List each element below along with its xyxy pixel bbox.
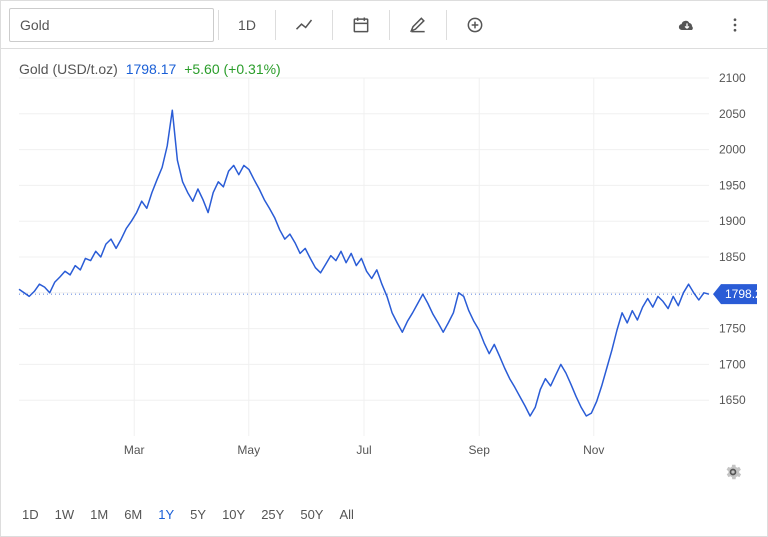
range-1y[interactable]: 1Y: [151, 503, 181, 526]
separator: [218, 10, 219, 40]
chart-settings-button[interactable]: [719, 458, 747, 486]
more-vertical-icon: [726, 16, 744, 34]
range-all[interactable]: All: [332, 503, 360, 526]
y-axis-label: 2000: [719, 143, 746, 157]
x-axis-label: Nov: [583, 443, 604, 457]
cloud-download-icon: [677, 15, 697, 35]
calendar-button[interactable]: [337, 1, 385, 49]
separator: [446, 10, 447, 40]
x-axis-label: Jul: [356, 443, 371, 457]
search-value: Gold: [20, 17, 50, 33]
more-button[interactable]: [711, 1, 759, 49]
range-1w[interactable]: 1W: [48, 503, 82, 526]
range-50y[interactable]: 50Y: [293, 503, 330, 526]
plus-circle-icon: [465, 15, 485, 35]
timeframe-button[interactable]: 1D: [223, 1, 271, 49]
save-button[interactable]: [663, 1, 711, 49]
range-1d[interactable]: 1D: [15, 503, 46, 526]
pencil-icon: [408, 15, 428, 35]
range-1m[interactable]: 1M: [83, 503, 115, 526]
gear-icon: [723, 462, 743, 482]
chart-area[interactable]: 1650170017501800185019001950200020502100…: [13, 56, 757, 476]
chart-style-button[interactable]: [280, 1, 328, 49]
add-button[interactable]: [451, 1, 499, 49]
calendar-icon: [351, 15, 371, 35]
y-axis-label: 2050: [719, 107, 746, 121]
y-axis-label: 1950: [719, 178, 746, 192]
y-axis-label: 1750: [719, 322, 746, 336]
current-price-tag: 1798.2: [725, 287, 757, 301]
range-10y[interactable]: 10Y: [215, 503, 252, 526]
y-axis-label: 2100: [719, 71, 746, 85]
x-axis-label: Sep: [469, 443, 491, 457]
y-axis-label: 1850: [719, 250, 746, 264]
chart-widget: Gold 1D Gold (USD/t.oz) 1798.17: [0, 0, 768, 537]
range-25y[interactable]: 25Y: [254, 503, 291, 526]
y-axis-label: 1650: [719, 393, 746, 407]
y-axis-label: 1900: [719, 214, 746, 228]
x-axis-label: May: [237, 443, 260, 457]
range-5y[interactable]: 5Y: [183, 503, 213, 526]
symbol-search-input[interactable]: Gold: [9, 8, 214, 42]
draw-button[interactable]: [394, 1, 442, 49]
separator: [275, 10, 276, 40]
x-axis-label: Mar: [124, 443, 145, 457]
separator: [332, 10, 333, 40]
range-6m[interactable]: 6M: [117, 503, 149, 526]
y-axis-label: 1700: [719, 357, 746, 371]
price-chart: 1650170017501800185019001950200020502100…: [13, 56, 757, 476]
separator: [389, 10, 390, 40]
line-chart-icon: [294, 15, 314, 35]
range-selector: 1D1W1M6M1Y5Y10Y25Y50YAll: [15, 503, 361, 526]
toolbar: Gold 1D: [1, 1, 767, 49]
